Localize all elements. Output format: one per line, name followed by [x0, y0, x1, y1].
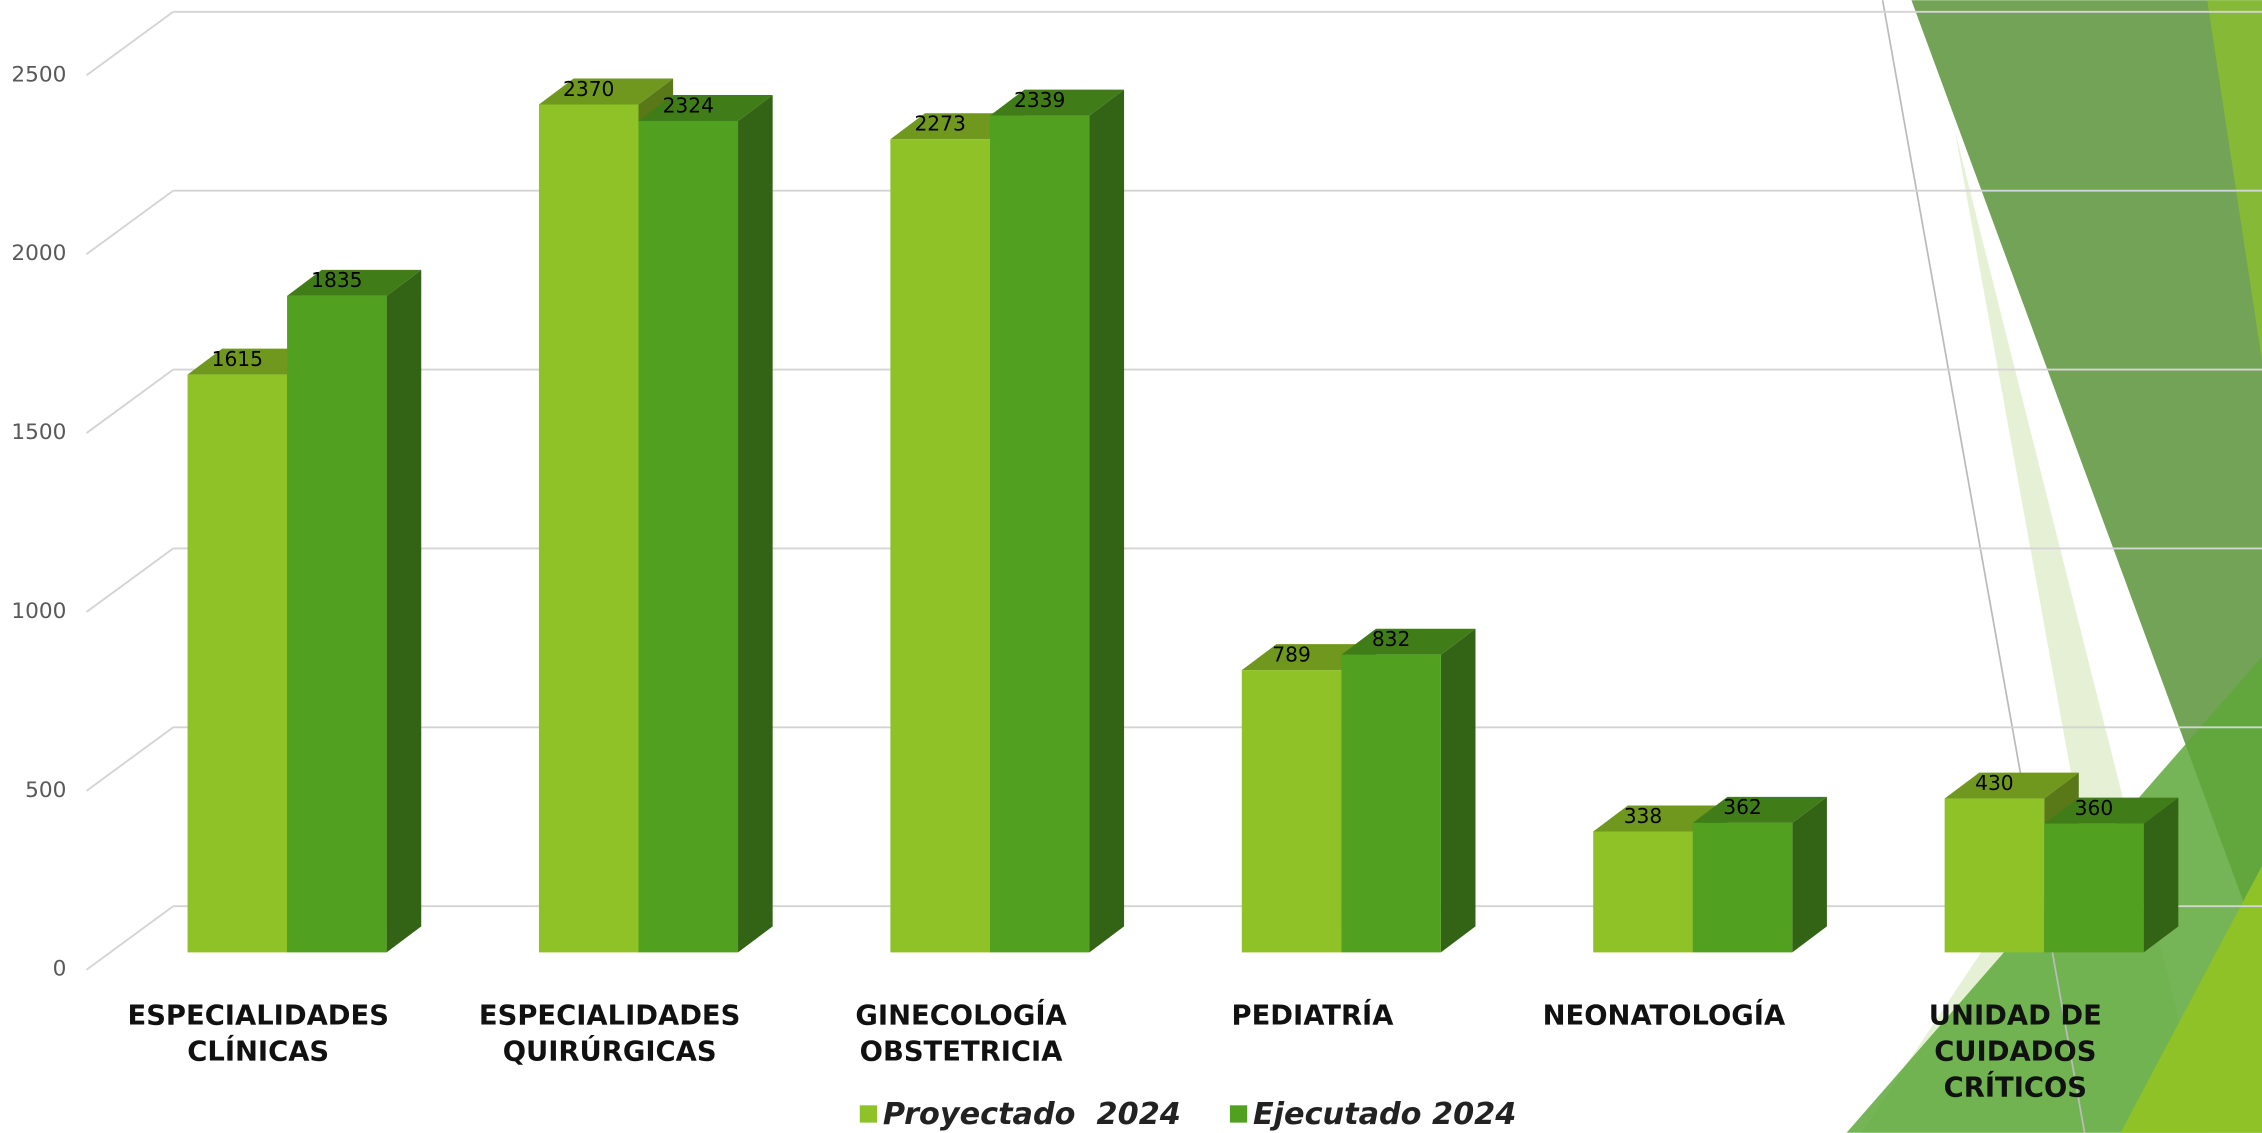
bar: [890, 139, 990, 952]
value-label: 2339: [1014, 88, 1065, 112]
x-tick-label: NEONATOLOGÍA: [1543, 1000, 1786, 1032]
value-label: 360: [2075, 796, 2114, 820]
legend-label: Ejecutado 2024: [1253, 1097, 1516, 1132]
y-tick-label: 1000: [11, 599, 66, 624]
bar: [2044, 824, 2144, 953]
legend-label: Proyectado 2024: [883, 1097, 1181, 1132]
y-tick-label: 2500: [11, 62, 66, 87]
value-label: 832: [1372, 627, 1411, 651]
bar: [1242, 670, 1342, 952]
value-label: 362: [1723, 795, 1762, 819]
bar: [990, 116, 1090, 953]
bar-side: [2144, 798, 2179, 953]
y-tick-label: 500: [25, 778, 66, 803]
value-label: 1835: [311, 268, 362, 292]
legend-swatch: [1230, 1105, 1247, 1122]
value-label: 338: [1624, 804, 1663, 828]
bar: [1593, 831, 1693, 952]
y-tick-label: 2000: [11, 241, 66, 266]
legend-swatch: [860, 1105, 877, 1122]
y-tick-label: 1500: [11, 420, 66, 445]
bar: [188, 375, 288, 953]
bar-side: [387, 270, 422, 952]
value-label: 789: [1272, 642, 1311, 666]
value-label: 1615: [212, 347, 263, 371]
grid-line: [87, 370, 174, 433]
grid-line: [87, 12, 174, 75]
grid-line: [87, 906, 174, 969]
value-label: 430: [1975, 771, 2014, 795]
bars: [188, 79, 2179, 953]
bar: [1341, 655, 1441, 953]
bar: [539, 104, 639, 952]
bar-side: [1441, 629, 1476, 953]
bar-side: [1089, 90, 1124, 953]
bar: [1693, 823, 1793, 953]
x-tick-label: PEDIATRÍA: [1232, 1000, 1395, 1032]
bar-side: [1792, 797, 1827, 952]
bar: [287, 296, 387, 952]
value-label: 2324: [663, 93, 714, 117]
chart: 0 500 1000 1500 2000 2500 ESPECIALIDADESCLÍNI…: [0, 0, 2262, 1133]
bar: [1945, 799, 2045, 953]
bar: [638, 121, 738, 952]
y-tick-label: 0: [53, 957, 67, 982]
decoration: [1847, 0, 2262, 1132]
bar-side: [738, 95, 773, 952]
value-label: 2273: [914, 112, 965, 136]
page: 0 500 1000 1500 2000 2500 ESPECIALIDADESCLÍNI…: [0, 0, 2262, 1133]
grid-line: [87, 191, 174, 254]
grid-line: [87, 548, 174, 611]
value-label: 2370: [563, 77, 614, 101]
grid-line: [87, 727, 174, 790]
